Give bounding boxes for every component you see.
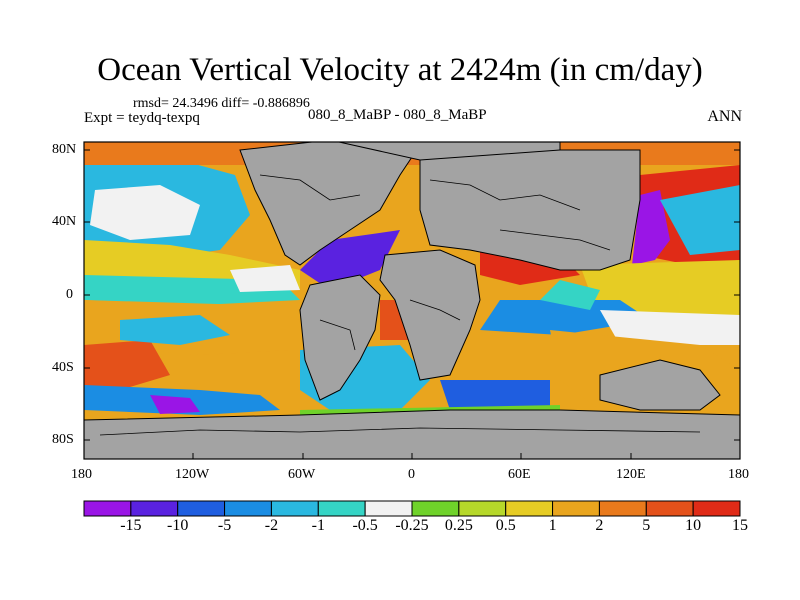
colorbar-swatch [83, 500, 132, 517]
lat-label-80n: 80N [52, 142, 77, 157]
colorbar-tick-label: -1 [311, 517, 325, 534]
colorbar-swatch [458, 500, 507, 517]
lat-label-80s: 80S [52, 432, 74, 447]
colorbar-tick-label: -10 [167, 517, 189, 534]
lon-label-60w: 60W [288, 467, 316, 482]
colorbar-tick-label: -2 [264, 517, 279, 534]
colorbar-swatch [270, 500, 319, 517]
land-australia [599, 359, 721, 411]
map-field [84, 142, 740, 459]
colorbar-tick-label: 0.25 [444, 517, 473, 534]
experiment-label: Expt = teydq-texpq [84, 110, 200, 126]
colorbar-swatch [224, 500, 272, 517]
colorbar [83, 500, 741, 517]
land-antarctica [84, 409, 740, 459]
colorbar-swatch [645, 500, 694, 517]
colorbar-swatch [130, 500, 179, 517]
lat-label-40s: 40S [52, 360, 74, 375]
colorbar-tick-label: -15 [120, 517, 142, 534]
colorbar-tick-label: -5 [217, 517, 232, 534]
colorbar-swatch [177, 500, 226, 517]
colorbar-tick-label: 1 [548, 517, 557, 534]
lat-label-eq: 0 [66, 287, 73, 302]
lon-label-180w: 180 [71, 467, 92, 482]
colorbar-swatch [317, 500, 366, 517]
lon-label-180e: 180 [728, 467, 749, 482]
land-south-america [299, 274, 381, 401]
colorbar-tick-label: -0.5 [352, 517, 378, 534]
colorbar-tick-label: 0.5 [495, 517, 516, 534]
subtitle-label: 080_8_MaBP - 080_8_MaBP [308, 107, 487, 123]
season-label: ANN [707, 108, 742, 125]
colorbar-swatch [692, 500, 741, 517]
lon-label-0: 0 [408, 467, 415, 482]
colorbar-tick-label: 5 [642, 517, 651, 534]
axis-ticks [83, 149, 741, 459]
land-africa [379, 249, 481, 381]
colorbar-swatch [364, 500, 413, 517]
land-outlines [99, 174, 701, 436]
colorbar-swatch [552, 500, 600, 517]
lon-label-120e: 120E [616, 467, 646, 482]
plot-title: Ocean Vertical Velocity at 2424m (in cm/… [97, 52, 703, 88]
lon-label-60e: 60E [508, 467, 531, 482]
lat-label-40n: 40N [52, 214, 77, 229]
colorbar-tick-label: 2 [595, 517, 604, 534]
statistics-label: rmsd= 24.3496 diff= -0.886896 [133, 96, 310, 111]
colorbar-tick-label: 10 [685, 517, 702, 534]
land-masses [84, 142, 740, 459]
lon-label-120w: 120W [175, 467, 210, 482]
colorbar-swatch [411, 500, 460, 517]
colorbar-swatch [598, 500, 647, 517]
colorbar-tick-label: 15 [732, 517, 748, 534]
land-eurasia [419, 149, 641, 271]
colorbar-swatch [505, 500, 554, 517]
colorbar-tick-label: -0.25 [395, 517, 429, 534]
